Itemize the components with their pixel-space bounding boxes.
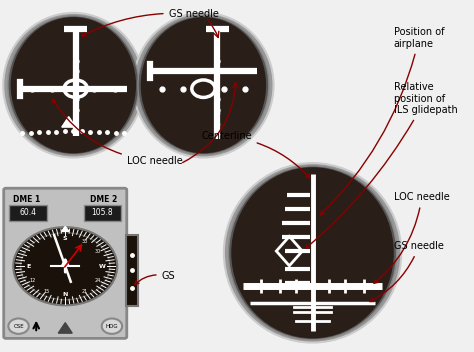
Text: 60.4: 60.4 xyxy=(19,208,36,217)
Text: S: S xyxy=(63,236,68,241)
Ellipse shape xyxy=(224,163,401,342)
Circle shape xyxy=(102,319,122,334)
Text: LOC needle: LOC needle xyxy=(53,99,182,166)
FancyBboxPatch shape xyxy=(126,235,138,306)
Text: 105.8: 105.8 xyxy=(91,208,113,217)
Ellipse shape xyxy=(3,13,144,157)
Text: CSE: CSE xyxy=(13,324,24,329)
Text: HDG: HDG xyxy=(106,324,118,329)
Text: E: E xyxy=(26,264,30,269)
Ellipse shape xyxy=(133,13,273,157)
Text: Relative
position of
ILS glidepath: Relative position of ILS glidepath xyxy=(306,82,457,248)
FancyBboxPatch shape xyxy=(9,205,47,221)
Text: GS: GS xyxy=(135,271,175,285)
Ellipse shape xyxy=(11,17,136,153)
Ellipse shape xyxy=(138,16,269,155)
Polygon shape xyxy=(62,226,69,231)
FancyBboxPatch shape xyxy=(83,205,121,221)
Ellipse shape xyxy=(8,16,139,155)
Text: GS needle: GS needle xyxy=(370,241,444,302)
Circle shape xyxy=(21,233,110,300)
Text: W: W xyxy=(99,264,106,269)
Text: DME 1: DME 1 xyxy=(13,195,40,204)
Text: 33: 33 xyxy=(81,239,87,244)
Text: Centerline: Centerline xyxy=(201,131,310,178)
Text: GS needle: GS needle xyxy=(82,9,219,36)
Text: 12: 12 xyxy=(29,278,36,283)
Text: N: N xyxy=(63,292,68,297)
Text: 30: 30 xyxy=(95,250,101,254)
Ellipse shape xyxy=(228,166,397,340)
Circle shape xyxy=(9,319,29,334)
Polygon shape xyxy=(62,117,76,127)
Text: 21: 21 xyxy=(81,289,87,294)
Text: Position of
airplane: Position of airplane xyxy=(320,27,444,215)
FancyBboxPatch shape xyxy=(4,188,127,338)
Text: DME 2: DME 2 xyxy=(90,195,118,204)
Ellipse shape xyxy=(231,167,394,338)
Circle shape xyxy=(13,227,117,305)
Text: LOC needle: LOC needle xyxy=(374,193,449,283)
Ellipse shape xyxy=(141,17,266,153)
Text: 24: 24 xyxy=(95,278,101,283)
Text: 15: 15 xyxy=(43,289,49,294)
Polygon shape xyxy=(58,323,72,333)
